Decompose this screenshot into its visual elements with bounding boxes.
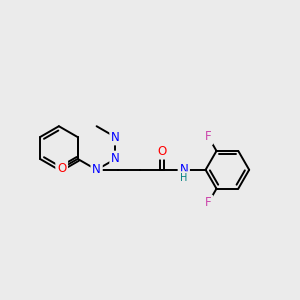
Text: N: N <box>179 163 188 176</box>
Text: N: N <box>111 130 120 144</box>
Text: O: O <box>158 145 166 158</box>
Text: H: H <box>180 173 188 183</box>
Text: N: N <box>111 152 120 165</box>
Text: O: O <box>57 162 66 175</box>
Text: F: F <box>205 196 211 209</box>
Text: F: F <box>205 130 211 143</box>
Text: N: N <box>92 163 101 176</box>
